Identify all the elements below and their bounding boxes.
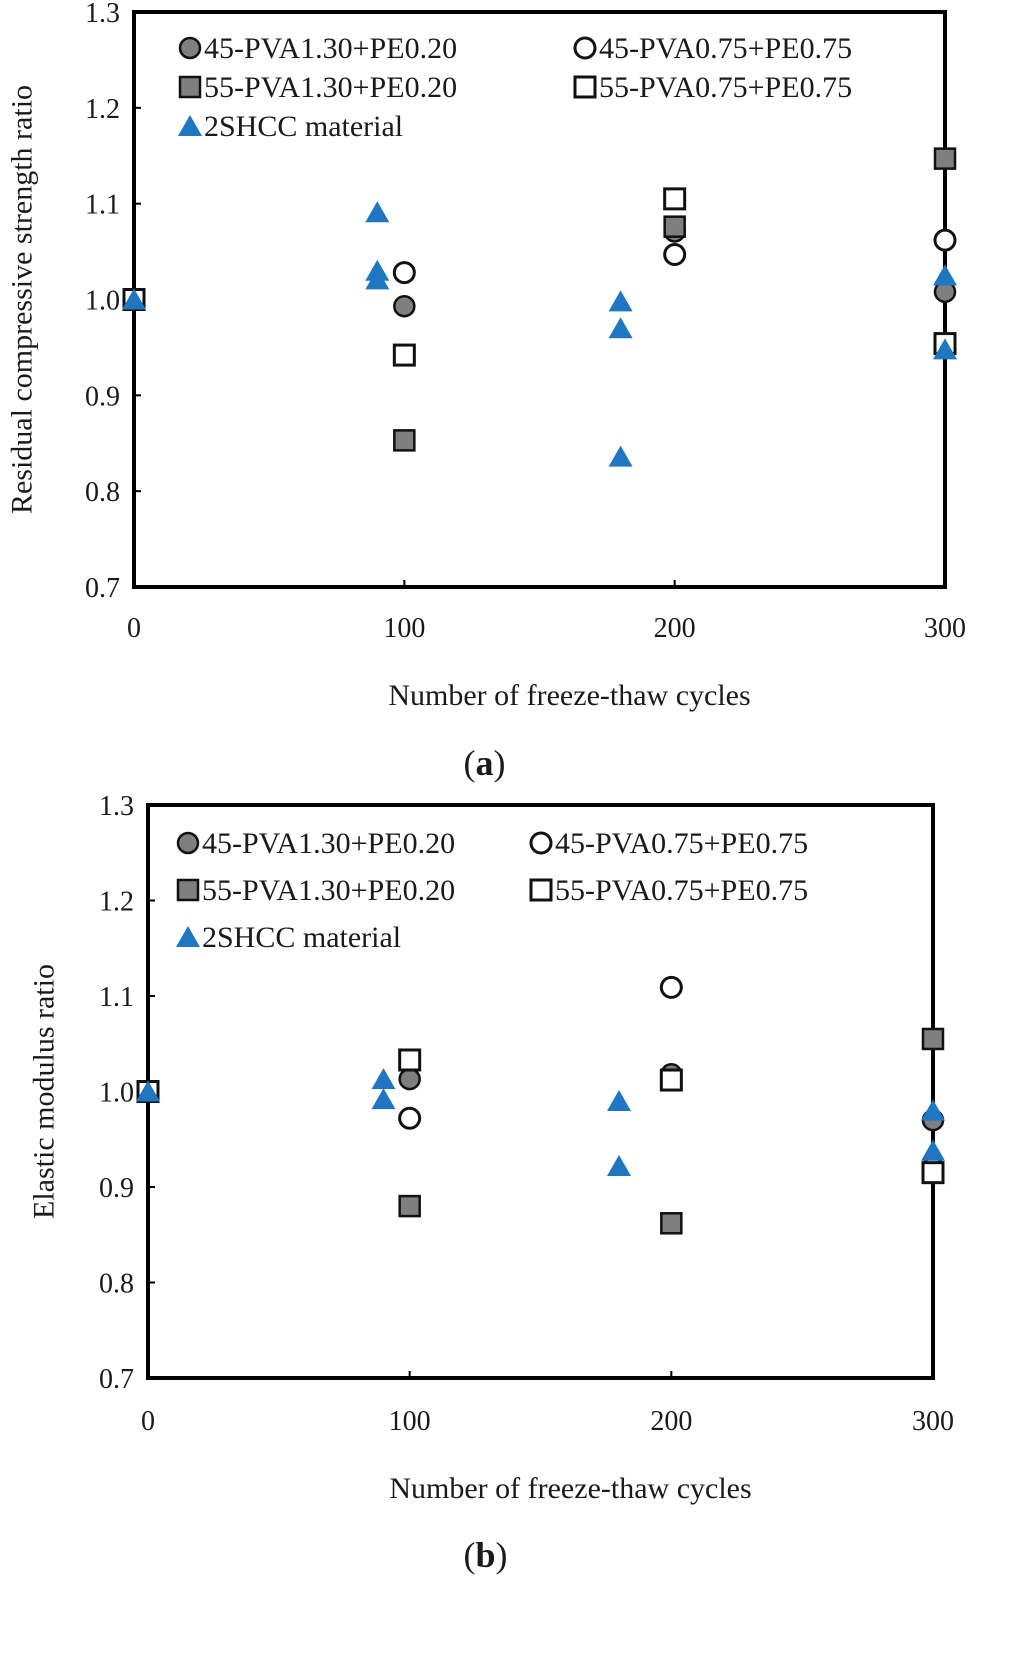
data-point xyxy=(136,1080,160,1102)
data-point xyxy=(608,290,633,312)
legend-marker xyxy=(178,115,202,136)
legend-label: 2SHCC material xyxy=(202,921,401,954)
x-tick-label: 100 xyxy=(389,1406,431,1437)
data-point xyxy=(921,1099,945,1121)
data-point xyxy=(921,1161,945,1185)
data-point xyxy=(392,343,416,367)
data-point xyxy=(607,1154,631,1176)
panel-label: (a) xyxy=(464,743,506,783)
series-2 xyxy=(136,975,945,1180)
y-tick-label: 1.3 xyxy=(85,0,120,29)
y-tick-label: 0.7 xyxy=(99,1364,134,1395)
legend-label: 45-PVA0.75+PE0.75 xyxy=(555,827,808,860)
y-tick-label: 1.2 xyxy=(85,94,120,125)
legend-marker xyxy=(529,878,553,902)
chart-panel-b: 0.7 0.8 0.9 1.0 1.1 1.2 1.3 0 100 200 300 Number of… xyxy=(28,791,955,1575)
chart-panel-a: 0.7 0.8 0.9 1.0 1.1 1.2 1.3 0 100 200 300 Number of… xyxy=(6,0,967,783)
y-tick-label: 1.1 xyxy=(85,190,120,221)
series-4 xyxy=(136,1048,945,1185)
legend: 45-PVA1.30+PE0.20 45-PVA0.75+PE0.75 55-PVA… xyxy=(178,32,852,143)
legend: 45-PVA1.30+PE0.20 45-PVA0.75+PE0.75 55-PVA… xyxy=(176,827,808,954)
legend-marker xyxy=(176,878,200,902)
series-5 xyxy=(136,1068,945,1176)
data-point xyxy=(659,1068,683,1092)
data-point xyxy=(663,187,687,211)
y-tick-label: 1.3 xyxy=(99,791,134,822)
y-tick-label: 0.9 xyxy=(99,1173,134,1204)
panel-label: (b) xyxy=(463,1535,507,1575)
y-tick-label: 1.1 xyxy=(99,982,134,1013)
legend-label: 45-PVA1.30+PE0.20 xyxy=(202,827,455,860)
legend-label: 2SHCC material xyxy=(204,110,403,143)
series-3 xyxy=(136,1027,945,1235)
data-point xyxy=(607,1090,631,1112)
legend-marker xyxy=(573,36,597,60)
legend-marker xyxy=(573,75,597,99)
data-point xyxy=(398,1106,422,1130)
series-2 xyxy=(122,228,957,311)
data-point xyxy=(663,215,686,238)
legend-label: 55-PVA0.75+PE0.75 xyxy=(555,874,808,907)
data-point xyxy=(921,1027,945,1051)
data-point xyxy=(933,338,957,360)
legend-marker xyxy=(176,831,200,855)
y-tick-label: 0.8 xyxy=(85,477,120,508)
data-point xyxy=(392,261,416,285)
y-tick-label: 0.9 xyxy=(85,381,120,412)
y-tick-label: 0.7 xyxy=(85,573,120,604)
series-3 xyxy=(122,147,957,452)
data-point xyxy=(393,429,416,452)
x-tick-label: 200 xyxy=(650,1406,692,1437)
x-tick-label: 100 xyxy=(383,613,425,644)
series-5 xyxy=(122,201,957,467)
data-point xyxy=(608,445,633,467)
data-point xyxy=(933,147,957,170)
legend-label: 45-PVA1.30+PE0.20 xyxy=(204,32,457,65)
x-tick-label: 300 xyxy=(912,1406,954,1437)
x-tick-label: 0 xyxy=(141,1406,155,1437)
x-axis-title: Number of freeze-thaw cycles xyxy=(389,1472,751,1505)
data-point xyxy=(659,975,683,999)
legend-marker xyxy=(176,926,200,947)
data-point xyxy=(122,288,146,310)
y-tick-label: 1.0 xyxy=(85,286,120,317)
x-tick-label: 300 xyxy=(924,613,966,644)
x-axis-title: Number of freeze-thaw cycles xyxy=(388,679,750,712)
series-4 xyxy=(122,187,957,367)
y-tick-label: 0.8 xyxy=(99,1269,134,1300)
y-tick-label: 1.0 xyxy=(99,1078,134,1109)
y-tick-label: 1.2 xyxy=(99,887,134,918)
data-point xyxy=(398,1067,421,1091)
data-point xyxy=(365,268,390,290)
legend-marker xyxy=(178,75,202,99)
legend-label: 55-PVA0.75+PE0.75 xyxy=(599,71,852,104)
y-axis-title: Residual compressive strength ratio xyxy=(6,85,39,514)
data-point xyxy=(393,294,416,318)
series-1 xyxy=(122,220,957,318)
x-tick-label: 0 xyxy=(127,613,141,644)
data-point xyxy=(398,1194,421,1218)
data-point xyxy=(371,1068,396,1090)
legend-marker xyxy=(529,831,553,855)
data-point xyxy=(660,1212,683,1235)
data-point xyxy=(371,1088,396,1110)
data-point xyxy=(933,228,957,252)
data-point xyxy=(365,201,390,223)
legend-marker xyxy=(178,36,202,60)
data-point xyxy=(933,264,957,286)
data-point xyxy=(663,242,687,266)
data-point xyxy=(921,1139,945,1161)
data-point xyxy=(608,317,633,339)
legend-label: 45-PVA0.75+PE0.75 xyxy=(599,32,852,65)
data-point xyxy=(398,1048,422,1072)
series-1 xyxy=(136,1063,945,1132)
legend-label: 55-PVA1.30+PE0.20 xyxy=(202,874,455,907)
y-axis-title: Elastic modulus ratio xyxy=(28,964,61,1219)
legend-label: 55-PVA1.30+PE0.20 xyxy=(204,71,457,104)
x-tick-label: 200 xyxy=(654,613,696,644)
